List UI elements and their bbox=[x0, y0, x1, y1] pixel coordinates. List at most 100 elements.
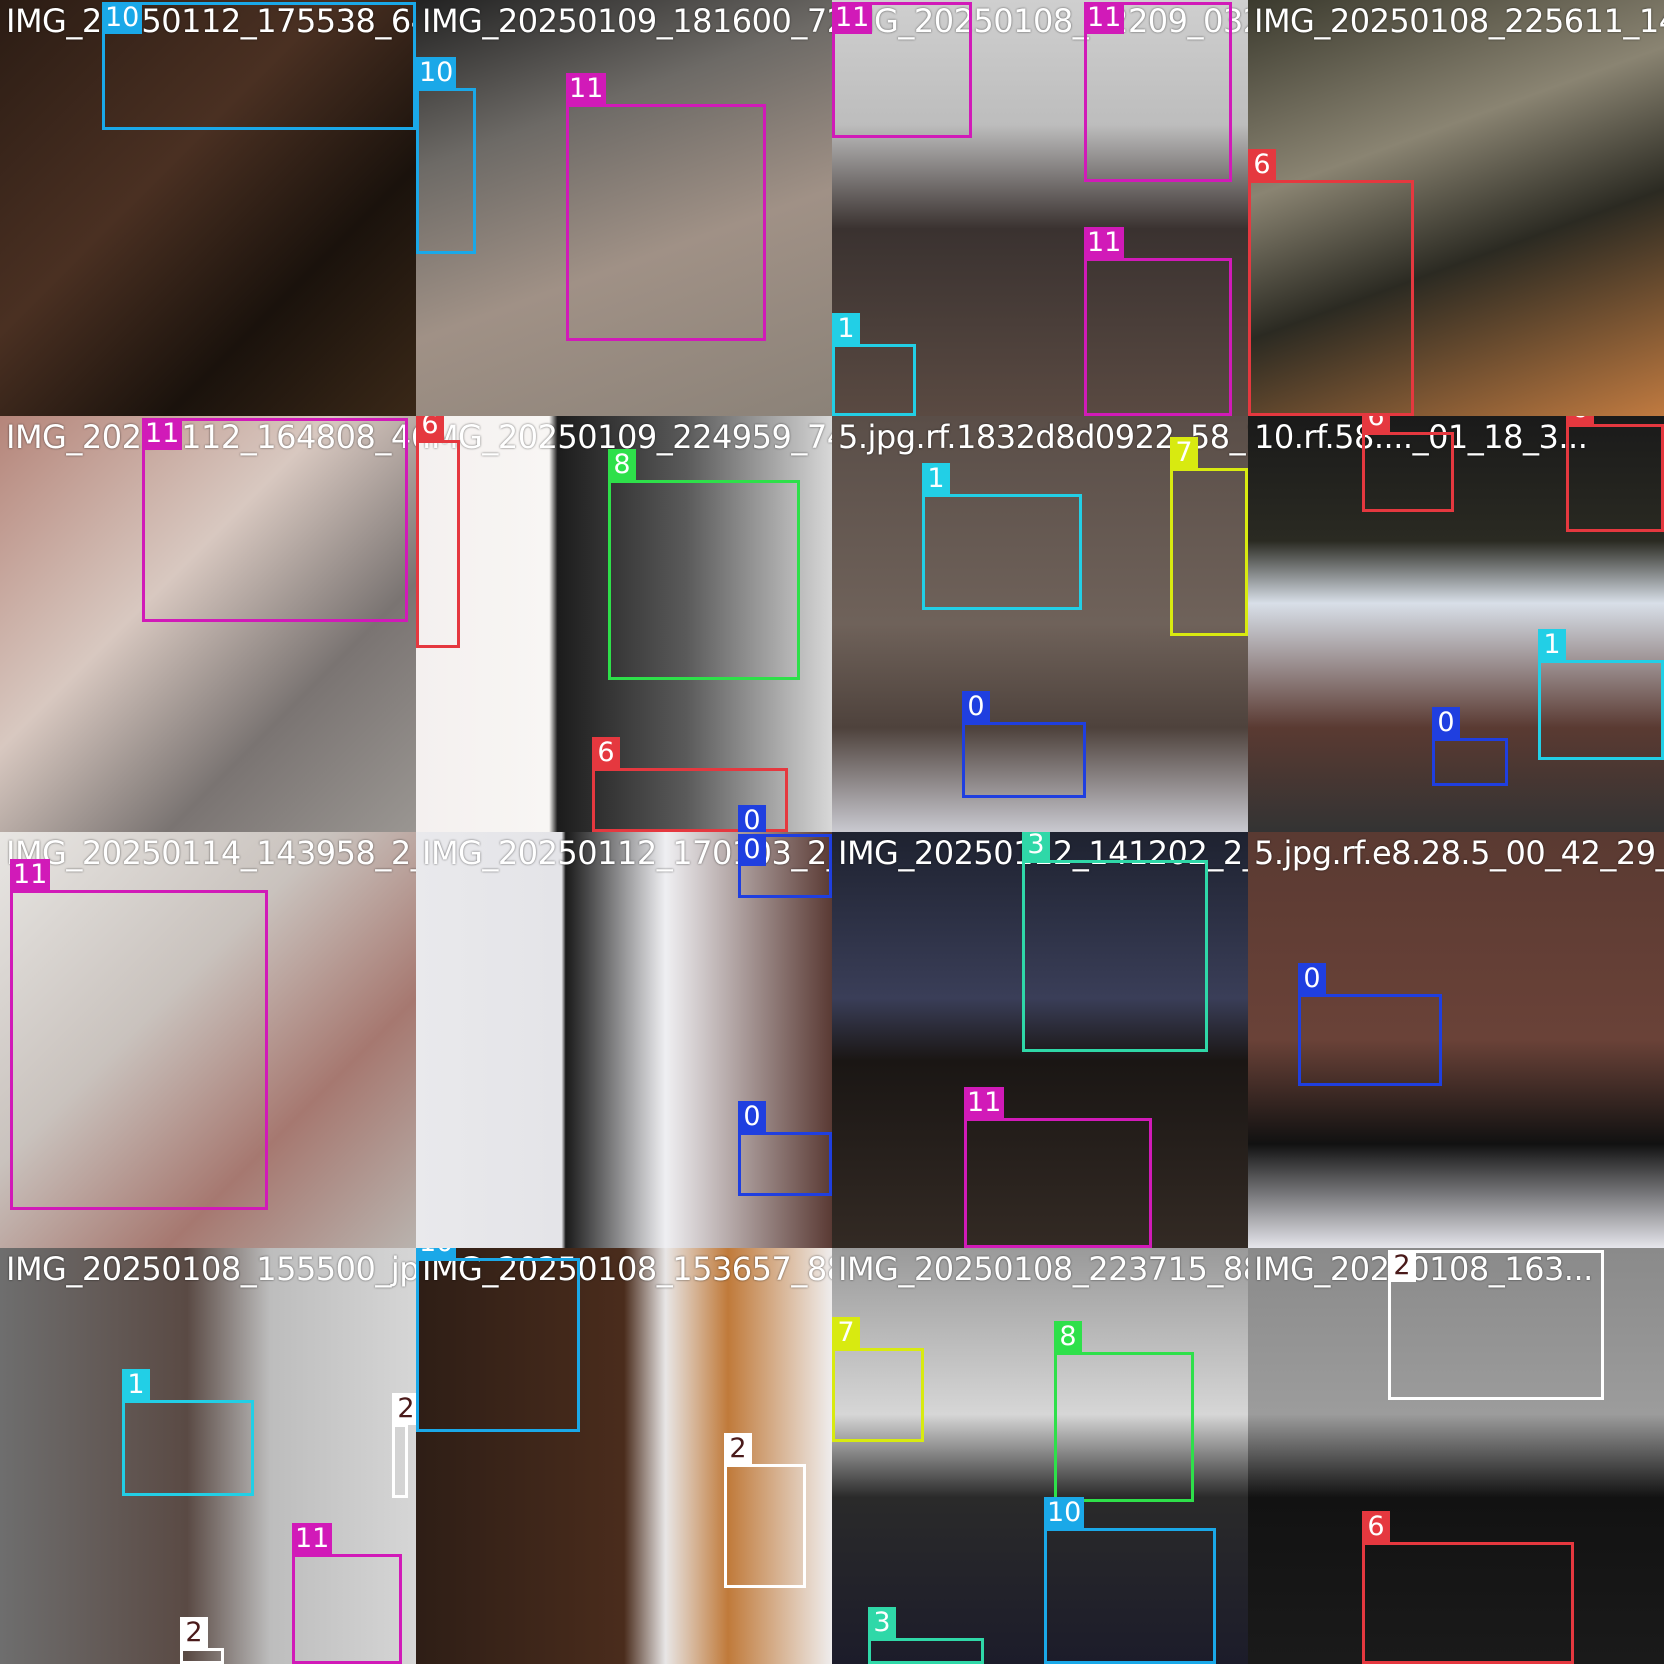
class-id-label: 11 bbox=[964, 1087, 1005, 1119]
class-id-label: 1 bbox=[122, 1369, 150, 1401]
class-id-label: 10 bbox=[416, 1248, 457, 1259]
bounding-box: 11 bbox=[1084, 2, 1232, 182]
class-id-label: 0 bbox=[1432, 707, 1460, 739]
bounding-box: 1 bbox=[922, 463, 1082, 610]
tile-photo bbox=[0, 416, 416, 832]
class-id-label: 11 bbox=[142, 418, 183, 450]
tile-filename-label: 10.rf.58...._01_18_3... bbox=[1254, 418, 1588, 456]
bounding-box: 6 bbox=[1248, 149, 1414, 416]
mosaic-tile: IMG_20250108_155500_jpg 1 2 11 2 bbox=[0, 1248, 416, 1664]
class-id-label: 10 bbox=[1044, 1497, 1085, 1529]
class-id-label: 11 bbox=[566, 73, 607, 105]
class-id-label: 8 bbox=[1054, 1321, 1082, 1353]
tile-photo bbox=[1248, 416, 1664, 832]
mosaic-tile: IMG_20250108_225611_14... 6 bbox=[1248, 0, 1664, 416]
class-id-label: 11 bbox=[292, 1523, 333, 1555]
tile-photo bbox=[832, 416, 1248, 832]
bounding-box: 8 bbox=[608, 449, 800, 680]
mosaic-tile: IMG_20250112_175538_648IMG_jpg.rf.60c8e3… bbox=[0, 0, 416, 416]
tile-filename-label: IMG_20250108_223715_884... bbox=[838, 1250, 1248, 1288]
class-id-label: 7 bbox=[832, 1317, 860, 1349]
tile-photo bbox=[416, 416, 832, 832]
mosaic-tile: IMG_20250114_143958_2_jpg11 bbox=[0, 832, 416, 1248]
class-id-label: 1 bbox=[1538, 629, 1566, 661]
bounding-box: 10 bbox=[416, 1248, 580, 1432]
bounding-box: 6 bbox=[592, 737, 788, 832]
tile-photo bbox=[416, 1248, 832, 1664]
class-id-label: 6 bbox=[1362, 1511, 1390, 1543]
tile-photo bbox=[0, 1248, 416, 1664]
bounding-box: 1 bbox=[1538, 629, 1664, 760]
bounding-box: 6 bbox=[1566, 416, 1664, 532]
tile-filename-label: IMG_20250109_181600_727... bbox=[422, 2, 832, 40]
tile-filename-label: IMG_20250108_163... bbox=[1254, 1250, 1593, 1288]
bounding-box: 0 bbox=[738, 834, 832, 898]
class-id-label: 11 bbox=[10, 859, 51, 891]
class-id-label: 6 bbox=[592, 737, 620, 769]
bounding-box: 6 bbox=[1362, 416, 1454, 512]
bounding-box: 11 bbox=[566, 73, 766, 341]
bounding-box: 1 bbox=[832, 313, 916, 416]
bounding-box: 11 bbox=[1084, 227, 1232, 416]
tile-filename-label: IMG_20250112_164808_468... bbox=[6, 418, 416, 456]
bounding-box: 3 bbox=[1022, 832, 1208, 1052]
mosaic-tile: IMG_20250108_153657_882...10 2 bbox=[416, 1248, 832, 1664]
bounding-box: 2 bbox=[392, 1393, 416, 1498]
class-id-label: 3 bbox=[868, 1607, 896, 1639]
bounding-box: 11 bbox=[964, 1087, 1152, 1248]
bounding-box: 6 bbox=[416, 416, 460, 648]
class-id-label: 2 bbox=[392, 1393, 416, 1425]
mosaic-tile: 5.jpg.rf.1832d8d0922_58_17_...170 bbox=[832, 416, 1248, 832]
class-id-label: 7 bbox=[1170, 437, 1198, 469]
class-id-label: 11 bbox=[1084, 2, 1125, 34]
class-id-label: 2 bbox=[1388, 1250, 1416, 1282]
mosaic-tile: IMG_20250108_12209_032... 11 11 11 1 bbox=[832, 0, 1248, 416]
bounding-box: 7 bbox=[832, 1317, 924, 1442]
tile-photo bbox=[832, 832, 1248, 1248]
class-id-label: 2 bbox=[724, 1433, 752, 1465]
class-id-label: 8 bbox=[608, 449, 636, 481]
class-id-label: 6 bbox=[1362, 416, 1390, 433]
class-id-label: 1 bbox=[922, 463, 950, 495]
class-id-label: 6 bbox=[416, 416, 444, 441]
bounding-box: 7 bbox=[1170, 437, 1248, 636]
class-id-label: 0 bbox=[1298, 963, 1326, 995]
bounding-box: 11 bbox=[292, 1523, 402, 1664]
class-id-label: 11 bbox=[832, 2, 873, 34]
mosaic-tile: IMG_20250112_141202_2_jpg311 bbox=[832, 832, 1248, 1248]
tile-photo bbox=[0, 832, 416, 1248]
tile-filename-label: IMG_20250108_155500_jpg bbox=[6, 1250, 416, 1288]
bounding-box: 6 bbox=[1362, 1511, 1574, 1664]
tile-photo bbox=[832, 1248, 1248, 1664]
class-id-label: 0 bbox=[738, 834, 766, 866]
bounding-box: 11 bbox=[832, 2, 972, 138]
mosaic-tile: IMG_20250108_163... 2 6 bbox=[1248, 1248, 1664, 1664]
tile-photo bbox=[1248, 0, 1664, 416]
mosaic-tile: IMG_20250112_164808_468...11 bbox=[0, 416, 416, 832]
tile-filename-label: IMG_20250108_225611_14... bbox=[1254, 2, 1664, 40]
class-id-label: 0 bbox=[962, 691, 990, 723]
tile-photo bbox=[1248, 832, 1664, 1248]
tile-filename-label: IMG_20250112_175538_648IMG_jpg.rf.60c8e3… bbox=[6, 2, 416, 40]
mosaic-tile: 10.rf.58...._01_18_3...6 6 0 1 bbox=[1248, 416, 1664, 832]
class-id-label: 6 bbox=[1566, 416, 1594, 425]
bounding-box: 0 bbox=[1432, 707, 1508, 786]
class-id-label: 6 bbox=[1248, 149, 1276, 181]
tile-photo bbox=[416, 0, 832, 416]
bounding-box: 2 bbox=[724, 1433, 806, 1588]
tile-photo bbox=[0, 0, 416, 416]
tile-filename-label: IMG_20250108_12209_032... bbox=[838, 2, 1248, 40]
mosaic-tile: IMG_20250108_223715_884... 7 8 10 3 bbox=[832, 1248, 1248, 1664]
bounding-box: 2 bbox=[180, 1617, 224, 1664]
bounding-box: 1 bbox=[122, 1369, 254, 1496]
mosaic-tile: IMG_20250109_181600_727... 10 11 bbox=[416, 0, 832, 416]
tile-filename-label: IMG_20250108_153657_882... bbox=[422, 1250, 832, 1288]
bounding-box: 2 bbox=[1388, 1250, 1604, 1400]
bounding-box: 8 bbox=[1054, 1321, 1194, 1502]
class-id-label: 10 bbox=[416, 57, 457, 89]
tile-filename-label: IMG_20250114_143958_2_jpg bbox=[6, 834, 416, 872]
tile-photo bbox=[1248, 1248, 1664, 1664]
class-id-label: 2 bbox=[180, 1617, 208, 1649]
